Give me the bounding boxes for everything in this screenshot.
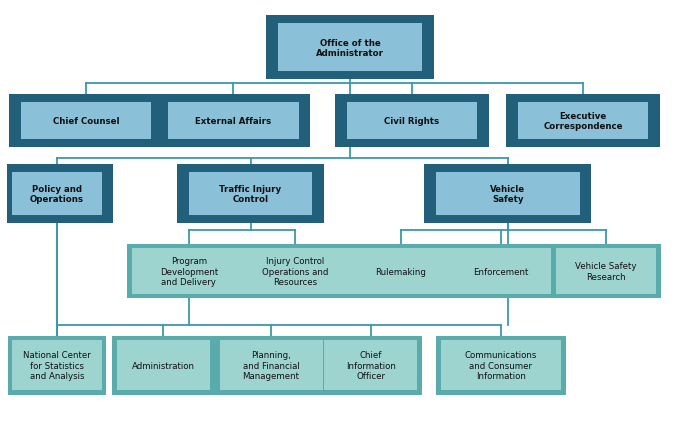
- FancyBboxPatch shape: [451, 248, 551, 294]
- FancyBboxPatch shape: [9, 95, 162, 148]
- FancyBboxPatch shape: [266, 16, 434, 80]
- Text: Chief Counsel: Chief Counsel: [52, 117, 119, 126]
- FancyBboxPatch shape: [233, 244, 357, 299]
- Text: Rulemaking: Rulemaking: [375, 267, 426, 276]
- FancyBboxPatch shape: [112, 336, 215, 394]
- Text: Office of the
Administrator: Office of the Administrator: [316, 38, 384, 58]
- FancyBboxPatch shape: [117, 340, 210, 390]
- FancyBboxPatch shape: [506, 95, 660, 148]
- Text: Chief
Information
Officer: Chief Information Officer: [346, 351, 396, 380]
- FancyBboxPatch shape: [335, 95, 489, 148]
- FancyBboxPatch shape: [1, 165, 113, 223]
- FancyBboxPatch shape: [238, 248, 352, 294]
- FancyBboxPatch shape: [424, 165, 592, 223]
- FancyBboxPatch shape: [435, 336, 566, 394]
- FancyBboxPatch shape: [8, 336, 106, 394]
- FancyBboxPatch shape: [351, 248, 451, 294]
- Text: Executive
Correspondence: Executive Correspondence: [543, 112, 623, 131]
- Text: Communications
and Consumer
Information: Communications and Consumer Information: [465, 351, 537, 380]
- FancyBboxPatch shape: [168, 102, 298, 140]
- FancyBboxPatch shape: [13, 173, 102, 216]
- FancyBboxPatch shape: [215, 336, 328, 394]
- Text: External Affairs: External Affairs: [195, 117, 272, 126]
- Text: Civil Rights: Civil Rights: [384, 117, 440, 126]
- FancyBboxPatch shape: [177, 165, 324, 223]
- Text: Program
Development
and Delivery: Program Development and Delivery: [160, 256, 218, 286]
- FancyBboxPatch shape: [518, 102, 648, 140]
- FancyBboxPatch shape: [551, 244, 661, 299]
- Text: Vehicle
Safety: Vehicle Safety: [490, 184, 525, 204]
- Text: Traffic Injury
Control: Traffic Injury Control: [220, 184, 281, 204]
- FancyBboxPatch shape: [346, 102, 477, 140]
- FancyBboxPatch shape: [319, 336, 422, 394]
- Text: Injury Control
Operations and
Resources: Injury Control Operations and Resources: [262, 256, 328, 286]
- FancyBboxPatch shape: [189, 173, 312, 216]
- FancyBboxPatch shape: [157, 95, 310, 148]
- Text: Policy and
Operations: Policy and Operations: [30, 184, 84, 204]
- FancyBboxPatch shape: [556, 248, 656, 294]
- Text: Administration: Administration: [132, 361, 195, 370]
- FancyBboxPatch shape: [324, 340, 417, 390]
- FancyBboxPatch shape: [440, 340, 561, 390]
- FancyBboxPatch shape: [127, 244, 251, 299]
- Text: Vehicle Safety
Research: Vehicle Safety Research: [575, 262, 636, 281]
- Text: Enforcement: Enforcement: [473, 267, 528, 276]
- Text: National Center
for Statistics
and Analysis: National Center for Statistics and Analy…: [23, 351, 91, 380]
- FancyBboxPatch shape: [446, 244, 556, 299]
- FancyBboxPatch shape: [132, 248, 246, 294]
- FancyBboxPatch shape: [346, 244, 456, 299]
- FancyBboxPatch shape: [278, 24, 422, 72]
- FancyBboxPatch shape: [21, 102, 151, 140]
- FancyBboxPatch shape: [13, 340, 102, 390]
- FancyBboxPatch shape: [220, 340, 323, 390]
- Text: Planning,
and Financial
Management: Planning, and Financial Management: [243, 351, 300, 380]
- FancyBboxPatch shape: [435, 173, 580, 216]
